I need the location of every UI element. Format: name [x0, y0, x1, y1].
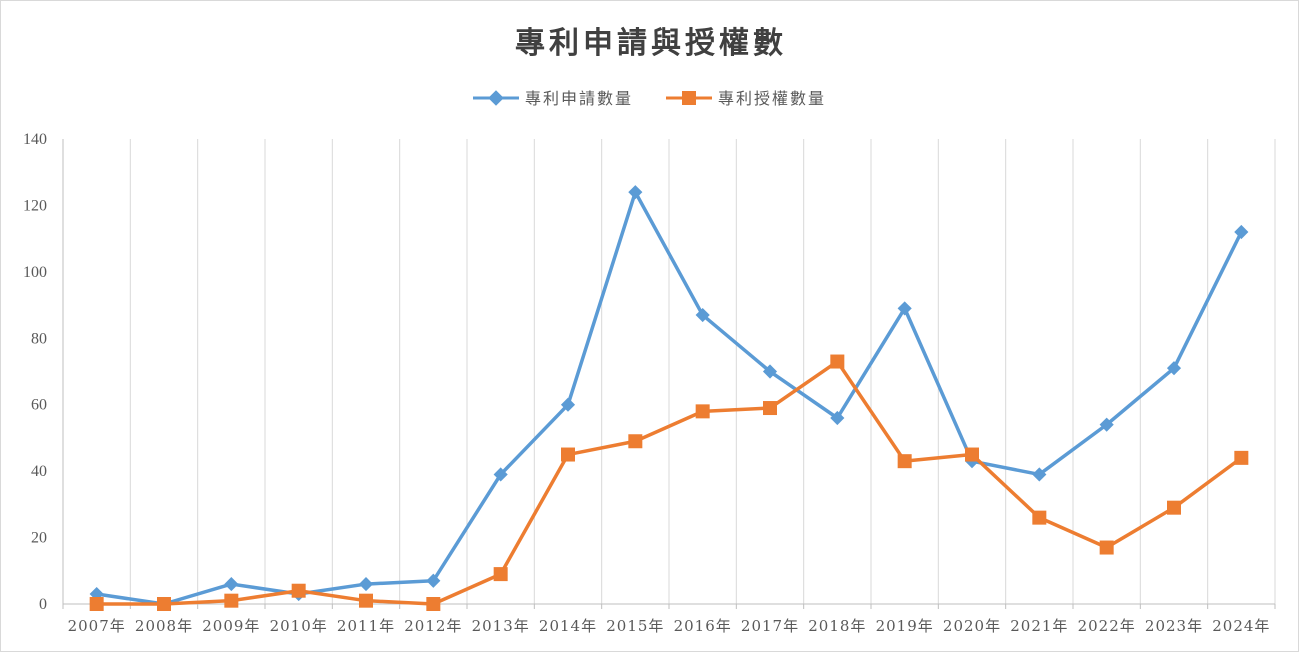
y-tick-label: 60: [31, 397, 47, 414]
x-tick-label: 2015年: [606, 617, 664, 635]
data-point-diamond: [695, 307, 710, 323]
series-line: [96, 359, 1243, 606]
x-tick-label: 2021年: [1010, 617, 1068, 635]
axes: 0 20 40 60 80 100 120 140 2007年 2008年 2009年 2010年 20…: [23, 131, 1276, 635]
x-tick-label: 2014年: [539, 617, 597, 635]
y-tick-label: 100: [23, 264, 47, 281]
data-point-diamond: [830, 410, 845, 426]
data-point-square: [763, 401, 777, 416]
data-point-diamond: [224, 577, 239, 592]
data-point-square: [695, 404, 710, 419]
data-point-square: [89, 597, 104, 611]
x-tick-label: 2009年: [202, 617, 260, 635]
legend: 專利申請數量 專利授權數量: [473, 89, 826, 108]
x-tick-label: 2020年: [943, 617, 1001, 635]
x-tick-label: 2011年: [337, 617, 395, 635]
data-point-square: [359, 593, 373, 608]
y-tick-label: 20: [31, 530, 47, 547]
x-tick-label: 2017年: [741, 617, 799, 635]
x-tick-label: 2010年: [270, 617, 328, 635]
data-point-square: [426, 597, 441, 611]
y-tick-label: 120: [23, 197, 47, 214]
data-point-square: [561, 447, 575, 462]
data-point-diamond: [628, 185, 643, 200]
series-grants: [89, 354, 1249, 611]
x-tick-label: 2018年: [808, 617, 866, 635]
data-point-diamond: [1099, 417, 1114, 432]
data-point-diamond: [1032, 467, 1047, 482]
y-tick-label: 140: [23, 131, 47, 148]
series: [89, 185, 1249, 612]
data-point-square: [897, 454, 912, 469]
data-point-diamond: [897, 301, 912, 316]
data-point-square: [1234, 450, 1249, 465]
legend-item-applications: 專利申請數量: [473, 89, 633, 108]
legend-label-applications: 專利申請數量: [525, 89, 633, 108]
data-point-square: [1099, 540, 1114, 555]
data-point-diamond: [1166, 361, 1182, 376]
x-tick-label: 2022年: [1078, 617, 1136, 635]
y-tick-label: 80: [31, 330, 47, 347]
data-point-square: [157, 597, 171, 611]
data-point-square: [291, 583, 306, 598]
y-tick-label: 0: [39, 596, 47, 613]
data-point-diamond: [358, 577, 374, 592]
legend-item-grants: 專利授權數量: [666, 89, 826, 108]
data-point-square: [965, 447, 979, 462]
y-tick-label: 40: [31, 463, 47, 480]
chart-title: 專利申請與授權數: [515, 26, 787, 61]
x-tick-label: 2013年: [472, 617, 530, 635]
x-tick-label: 2023年: [1145, 617, 1203, 635]
data-point-diamond: [1234, 224, 1249, 240]
data-point-square: [1167, 500, 1181, 515]
data-point-diamond: [560, 397, 576, 412]
x-tick-label: 2024年: [1212, 617, 1270, 635]
data-point-square: [628, 434, 643, 449]
legend-marker-applications: [488, 90, 504, 106]
x-tick-label: 2008年: [135, 617, 193, 635]
data-point-square: [830, 354, 845, 369]
x-tick-label: 2012年: [404, 617, 462, 635]
x-tick-label: 2007年: [68, 617, 126, 635]
data-point-diamond: [493, 467, 508, 482]
legend-label-grants: 專利授權數量: [718, 89, 826, 108]
x-tick-label: 2019年: [876, 617, 934, 635]
gridlines: [129, 139, 1276, 604]
data-point-diamond: [426, 573, 441, 588]
data-point-square: [493, 567, 508, 582]
data-point-diamond: [762, 364, 778, 379]
x-tick-label: 2016年: [674, 617, 732, 635]
data-point-square: [224, 593, 239, 608]
data-point-square: [1032, 510, 1047, 525]
legend-marker-grants: [682, 91, 696, 105]
